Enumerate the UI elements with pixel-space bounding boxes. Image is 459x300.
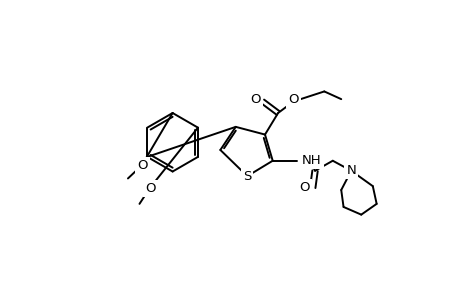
Text: O: O [288, 93, 298, 106]
Text: O: O [298, 181, 309, 194]
Text: S: S [243, 169, 251, 183]
Text: NH: NH [301, 154, 321, 167]
Text: O: O [145, 182, 155, 195]
Text: O: O [137, 159, 147, 172]
Text: N: N [346, 164, 355, 177]
Text: O: O [250, 93, 261, 106]
